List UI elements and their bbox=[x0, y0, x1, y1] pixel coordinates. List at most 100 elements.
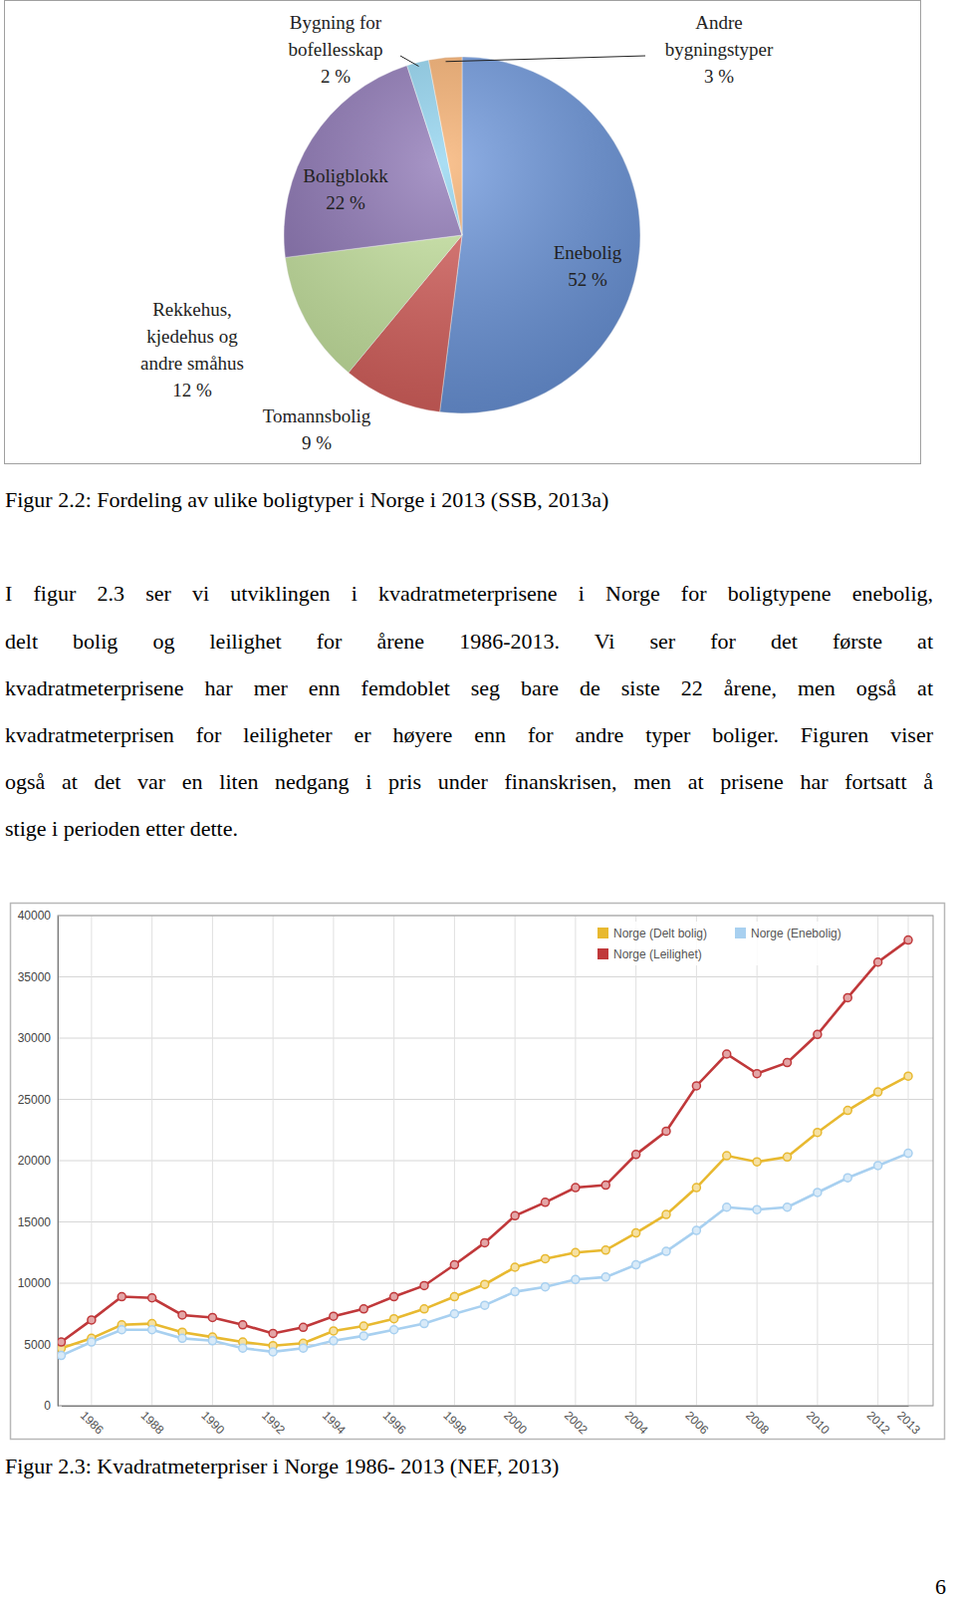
series-point bbox=[571, 1274, 580, 1283]
grid-line-x bbox=[454, 915, 456, 1406]
x-tick-label: 2006 bbox=[682, 1408, 712, 1437]
y-tick: 10000 bbox=[17, 1275, 58, 1290]
page-number: 6 bbox=[916, 1575, 947, 1598]
x-tick: 2000 bbox=[500, 1405, 530, 1437]
legend: Norge (Delt bolig)Norge (Enebolig)Norge … bbox=[591, 921, 853, 965]
series-point bbox=[450, 1309, 459, 1318]
series-point bbox=[541, 1282, 550, 1291]
series-point bbox=[874, 957, 883, 966]
y-tick-label: 30000 bbox=[17, 1030, 52, 1045]
x-tick-label: 1996 bbox=[380, 1408, 410, 1437]
x-tick-label: 2013 bbox=[894, 1408, 924, 1437]
series-point bbox=[904, 1149, 913, 1158]
grid-line-x bbox=[90, 915, 92, 1406]
pie bbox=[283, 56, 641, 414]
series-point bbox=[662, 1126, 671, 1135]
series-point bbox=[239, 1343, 247, 1352]
grid-line-x bbox=[635, 915, 637, 1406]
series-point bbox=[843, 1106, 852, 1115]
series-point bbox=[239, 1320, 247, 1329]
y-axis: 0500010000150002000025000300003500040000 bbox=[17, 908, 59, 1413]
figure-caption: Figur 2.3: Kvadratmeterpriser i Norge 19… bbox=[4, 1454, 934, 1477]
figure-caption: Figur 2.2: Fordeling av ulike boligtyper… bbox=[4, 488, 934, 511]
series-point bbox=[510, 1287, 519, 1296]
series-point bbox=[57, 1337, 66, 1346]
series-point bbox=[480, 1279, 489, 1288]
series-point bbox=[359, 1331, 368, 1340]
series-point bbox=[632, 1260, 641, 1269]
legend-label: Norge (Delt bolig) bbox=[613, 926, 708, 941]
grid-line-x bbox=[212, 915, 214, 1406]
x-tick: 1990 bbox=[198, 1405, 228, 1437]
pie-value-label: 52 % bbox=[567, 268, 608, 290]
series-point bbox=[783, 1058, 792, 1067]
series-point bbox=[662, 1209, 671, 1218]
series-point bbox=[420, 1319, 429, 1328]
grid-line-x bbox=[574, 915, 576, 1406]
x-tick: 2012 bbox=[864, 1405, 894, 1437]
legend-swatch bbox=[734, 927, 746, 939]
series-point bbox=[359, 1321, 368, 1330]
grid-line-y bbox=[57, 1037, 934, 1039]
pie-value-label: 2 % bbox=[320, 65, 351, 87]
series-point bbox=[541, 1197, 550, 1206]
legend-swatch bbox=[597, 948, 609, 959]
pie-label: Rekkehus,kjedehus ogandre småhus bbox=[140, 298, 244, 374]
pie-frame bbox=[4, 0, 922, 465]
pie-value-label: 9 % bbox=[301, 432, 332, 454]
pie-label: Andrebygningstyper bbox=[665, 11, 774, 60]
pie-value-label: 22 % bbox=[325, 192, 366, 214]
series-point bbox=[783, 1202, 792, 1211]
legend-swatch bbox=[597, 927, 609, 939]
x-tick-label: 2002 bbox=[561, 1408, 591, 1437]
series-point bbox=[874, 1087, 883, 1096]
series-point bbox=[329, 1336, 338, 1345]
x-tick: 2002 bbox=[561, 1405, 591, 1437]
series-point bbox=[117, 1292, 126, 1301]
x-tick-label: 2010 bbox=[803, 1408, 833, 1437]
x-tick: 1992 bbox=[258, 1405, 288, 1437]
series-point bbox=[510, 1210, 519, 1219]
series-line bbox=[61, 1075, 910, 1348]
x-tick: 1988 bbox=[138, 1405, 168, 1437]
series-point bbox=[752, 1157, 761, 1166]
series-point bbox=[601, 1181, 610, 1190]
plot-border bbox=[57, 915, 934, 1406]
grid-line-x bbox=[877, 915, 879, 1406]
x-tick-label: 1986 bbox=[77, 1408, 107, 1437]
series-point bbox=[208, 1336, 217, 1345]
pie-slice bbox=[440, 56, 641, 414]
series-point bbox=[843, 1173, 852, 1182]
series-point bbox=[390, 1325, 399, 1334]
series-point bbox=[450, 1260, 459, 1269]
series-point bbox=[722, 1049, 731, 1058]
series-point bbox=[359, 1304, 368, 1313]
x-tick-label: 1994 bbox=[319, 1408, 349, 1437]
legend-background bbox=[591, 921, 853, 965]
x-tick: 1986 bbox=[77, 1405, 107, 1437]
series-point bbox=[692, 1225, 701, 1234]
series-point bbox=[299, 1343, 308, 1352]
pie-label: Boligblokk bbox=[302, 165, 389, 187]
pie-slice bbox=[284, 235, 463, 373]
pie-value-label: 12 % bbox=[172, 379, 213, 401]
series-point bbox=[632, 1228, 641, 1237]
series-point bbox=[783, 1152, 792, 1161]
series-point bbox=[662, 1246, 671, 1255]
pie-label: Tomannsbolig bbox=[262, 405, 372, 427]
y-tick-label: 40000 bbox=[17, 908, 52, 923]
grid bbox=[57, 915, 934, 1406]
series-point bbox=[722, 1202, 731, 1211]
x-tick-label: 1998 bbox=[440, 1408, 470, 1437]
series-point bbox=[813, 1029, 822, 1038]
series-point bbox=[601, 1245, 610, 1254]
series-point bbox=[450, 1292, 459, 1301]
paragraph-line: stige i perioden etter dette. bbox=[4, 817, 934, 840]
x-tick-label: 2004 bbox=[622, 1408, 652, 1437]
y-tick: 30000 bbox=[17, 1030, 58, 1045]
series-point bbox=[752, 1069, 761, 1078]
x-tick-label: 2008 bbox=[742, 1408, 772, 1437]
x-tick: 2010 bbox=[803, 1405, 833, 1437]
y-tick: 15000 bbox=[17, 1214, 58, 1229]
series-point bbox=[420, 1304, 429, 1313]
